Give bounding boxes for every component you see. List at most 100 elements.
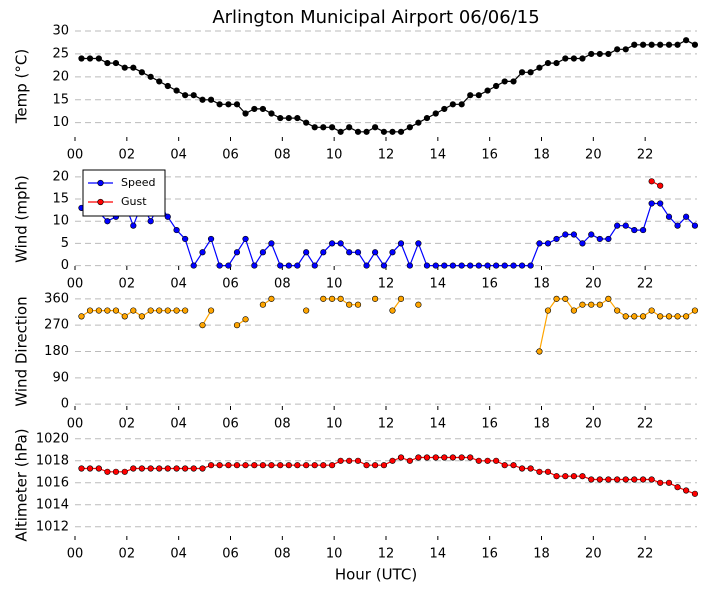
data-point: [207, 462, 215, 469]
data-point: [216, 101, 223, 108]
x-tick-label: 14: [430, 417, 447, 432]
data-point: [536, 240, 543, 247]
data-point: [78, 55, 85, 62]
y-tick-label: 10: [52, 214, 69, 229]
data-point: [389, 249, 396, 256]
data-point: [510, 78, 517, 85]
data-point: [527, 465, 534, 472]
x-tick-label: 12: [378, 277, 395, 292]
data-point: [596, 301, 603, 308]
data-point: [665, 213, 673, 220]
data-point: [665, 479, 673, 486]
data-point: [475, 262, 482, 269]
data-point: [406, 124, 413, 131]
data-point: [397, 240, 405, 247]
data-point: [510, 462, 517, 469]
data-point: [588, 301, 595, 308]
x-tick-label: 04: [170, 277, 187, 292]
x-tick-label: 14: [430, 547, 447, 562]
data-point: [138, 69, 145, 76]
data-point: [657, 313, 664, 320]
x-tick-label: 16: [481, 417, 498, 432]
data-point: [216, 462, 223, 469]
data-point: [484, 87, 491, 94]
data-point: [95, 55, 102, 62]
data-point: [570, 307, 577, 314]
data-point: [199, 322, 206, 329]
data-point: [328, 295, 336, 302]
x-tick-label: 06: [222, 417, 239, 432]
data-point: [164, 465, 171, 472]
data-point: [596, 50, 603, 58]
data-point: [363, 462, 370, 469]
data-point: [233, 249, 241, 256]
data-point: [303, 462, 310, 469]
data-point: [346, 249, 353, 256]
data-point: [182, 235, 189, 243]
data-point: [657, 41, 664, 48]
data-point: [173, 465, 180, 472]
data-point: [112, 307, 120, 314]
legend-box: [82, 169, 166, 217]
data-point: [121, 313, 128, 320]
x-tick-label: 10: [326, 148, 343, 163]
data-point: [423, 454, 431, 461]
x-tick-label: 14: [430, 277, 447, 292]
data-point: [449, 101, 456, 108]
data-point: [294, 114, 301, 122]
data-point: [190, 92, 197, 99]
data-point: [164, 82, 171, 90]
data-point: [277, 262, 284, 269]
data-point: [631, 41, 638, 48]
data-point: [475, 92, 482, 99]
x-tick-label: 02: [119, 277, 136, 292]
data-point: [294, 262, 301, 269]
y-tick-label: 0: [61, 397, 69, 412]
data-point: [173, 307, 180, 314]
y-tick-label: 25: [52, 46, 69, 61]
y-tick-label: 270: [44, 318, 69, 333]
data-point: [432, 110, 439, 117]
data-point: [562, 231, 569, 238]
data-point: [553, 59, 560, 67]
data-point: [674, 41, 681, 48]
data-point: [648, 41, 655, 48]
data-point: [268, 110, 275, 117]
x-tick-label: 02: [119, 547, 136, 562]
y-tick-label: 1018: [36, 453, 69, 468]
data-point: [665, 313, 673, 320]
data-point: [104, 218, 111, 225]
data-point: [449, 454, 456, 461]
data-point: [294, 462, 301, 469]
y-tick-label: 180: [44, 344, 69, 359]
data-point: [389, 307, 396, 314]
legend-marker: [97, 198, 104, 206]
data-point: [233, 101, 241, 108]
data-point: [501, 262, 508, 269]
data-point: [121, 64, 128, 71]
data-point: [173, 87, 180, 94]
y-tick-label: 1012: [36, 519, 69, 534]
data-point: [648, 476, 655, 483]
data-point: [337, 240, 344, 247]
data-point: [441, 262, 448, 269]
x-tick-label: 12: [378, 547, 395, 562]
data-point: [216, 262, 223, 269]
data-point: [199, 96, 206, 103]
data-point: [614, 222, 621, 229]
data-point: [259, 249, 266, 256]
data-point: [130, 222, 137, 229]
data-point: [372, 462, 379, 469]
data-point: [501, 462, 508, 469]
x-tick-label: 02: [119, 148, 136, 163]
data-point: [259, 462, 266, 469]
data-point: [475, 457, 482, 464]
data-point: [138, 465, 145, 472]
y-tick-label: 10: [52, 115, 69, 130]
data-point: [536, 64, 543, 71]
data-point: [441, 454, 448, 461]
data-point: [242, 235, 249, 243]
data-point: [510, 262, 517, 269]
data-point: [363, 262, 370, 269]
